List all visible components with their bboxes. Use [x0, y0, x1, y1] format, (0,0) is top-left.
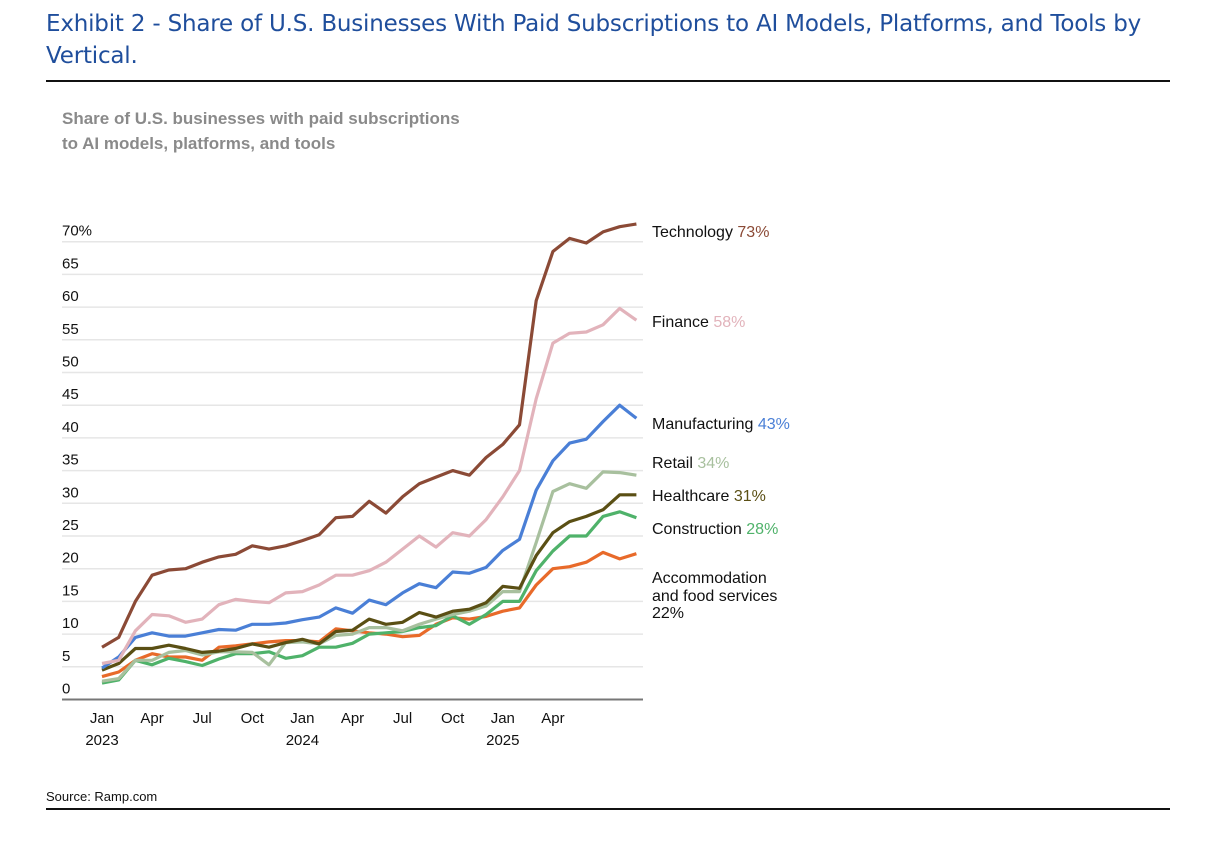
y-tick-label: 25 [62, 517, 79, 534]
x-tick-label: Jul [193, 710, 212, 727]
series-line-finance [101, 306, 638, 666]
y-tick-label: 50 [62, 354, 79, 371]
x-tick-label: Jan [290, 710, 314, 727]
series-line-construction [101, 510, 637, 685]
legend-value-construction: 28% [746, 521, 778, 538]
x-tick-year-label: 2025 [486, 732, 519, 749]
y-tick-label: 30 [62, 484, 79, 501]
chart-subtitle-line-2: to AI models, platforms, and tools [62, 134, 336, 153]
legend-label-technology: Technology 73% [652, 224, 769, 241]
legend-value-finance: 58% [713, 314, 745, 331]
legend-label-healthcare: Healthcare 31% [652, 488, 766, 505]
legend-label-accommodation-line-2: and food services [652, 588, 777, 605]
legend-label-retail: Retail 34% [652, 455, 729, 472]
y-tick-label: 40 [62, 419, 79, 436]
x-tick-year-label: 2023 [85, 732, 118, 749]
series-line-manufacturing [101, 403, 638, 670]
legend-name-healthcare: Healthcare [652, 488, 734, 505]
x-tick-label: Oct [441, 710, 465, 727]
y-tick-label: 5 [62, 648, 70, 665]
chart-subtitle-line-1: Share of U.S. businesses with paid subsc… [62, 109, 460, 128]
series-line-healthcare [101, 493, 637, 672]
y-tick-label: 0 [62, 681, 70, 698]
x-tick-label: Apr [341, 710, 364, 727]
source-rule [46, 808, 1170, 810]
x-tick-label: Apr [140, 710, 163, 727]
source-note: Source: Ramp.com [46, 789, 158, 804]
series-line-retail [101, 470, 637, 683]
series-line-technology [101, 222, 637, 649]
y-tick-label: 20 [62, 550, 79, 567]
legend-value-retail: 34% [697, 455, 729, 472]
legend-value-manufacturing: 43% [758, 416, 790, 433]
legend-name-retail: Retail [652, 455, 697, 472]
title-rule [46, 80, 1170, 82]
y-tick-label: 45 [62, 386, 79, 403]
legend-value-healthcare: 31% [734, 488, 766, 505]
legend-name-construction: Construction [652, 521, 746, 538]
legend-value-technology: 73% [737, 224, 769, 241]
legend-label-accommodation-line-1: Accommodation [652, 570, 767, 587]
y-tick-label: 70% [62, 223, 92, 240]
y-tick-label: 65 [62, 255, 79, 272]
x-tick-label: Apr [541, 710, 564, 727]
chart-subtitle: Share of U.S. businesses with paid subsc… [62, 106, 460, 156]
legend-label-construction: Construction 28% [652, 521, 778, 538]
x-tick-label: Jan [491, 710, 515, 727]
y-tick-label: 60 [62, 288, 79, 305]
exhibit-title: Exhibit 2 - Share of U.S. Businesses Wit… [46, 11, 1142, 69]
legend-label-finance: Finance 58% [652, 314, 745, 331]
x-tick-year-label: 2024 [286, 732, 319, 749]
x-tick-label: Oct [241, 710, 265, 727]
y-tick-label: 10 [62, 615, 79, 632]
y-tick-label: 55 [62, 321, 79, 338]
x-tick-label: Jan [90, 710, 114, 727]
y-tick-label: 15 [62, 582, 79, 599]
legend-name-technology: Technology [652, 224, 737, 241]
legend-name-manufacturing: Manufacturing [652, 416, 758, 433]
legend-name-finance: Finance [652, 314, 713, 331]
y-tick-label: 35 [62, 452, 79, 469]
legend-value-accommodation: 22% [652, 605, 684, 622]
x-tick-label: Jul [393, 710, 412, 727]
legend-label-manufacturing: Manufacturing 43% [652, 416, 790, 433]
